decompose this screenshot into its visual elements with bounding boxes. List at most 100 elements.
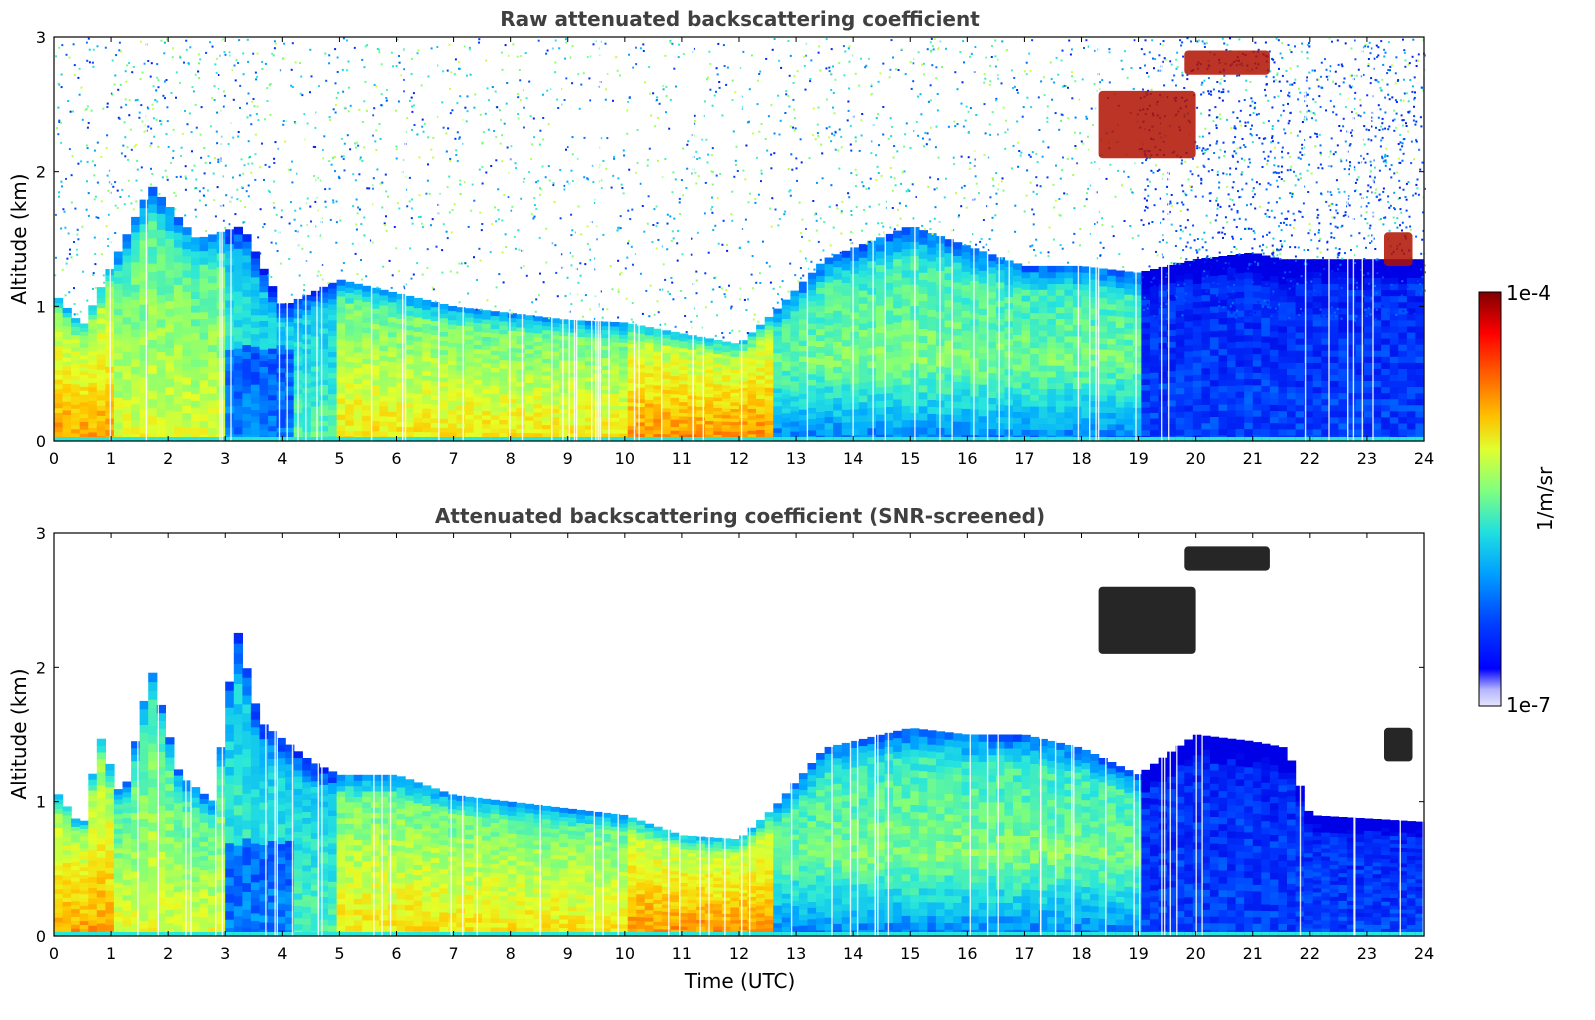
heatmap-cell [1304,374,1314,381]
heatmap-cell [405,363,415,369]
heatmap-cell [1141,299,1151,306]
heatmap-cell [893,328,903,337]
heatmap-cell [1021,330,1031,337]
heatmap-cell [1346,319,1357,327]
surface-band-cell [1321,437,1331,441]
heatmap-cell [1278,289,1288,297]
heatmap-cell [961,284,971,292]
heatmap-cell [148,220,158,230]
heatmap-cell [208,413,218,421]
panel-title: Raw attenuated backscattering coefficien… [500,7,980,31]
heatmap-cell [54,426,64,433]
heatmap-cell [1364,265,1374,272]
heatmap-cell [567,356,577,361]
heatmap-cell [422,431,432,437]
heatmap-cell [670,433,680,438]
heatmap-cell [113,377,124,385]
heatmap-cell [987,385,997,392]
heatmap-cell [1090,429,1100,436]
heatmap-cell [627,421,637,426]
heatmap-cell [619,405,629,410]
heatmap-cell [1209,355,1220,362]
heatmap-cell [1038,306,1048,314]
heatmap-cell [1261,292,1271,300]
heatmap-cell [1081,324,1091,331]
heatmap-cell [970,312,980,320]
heatmap-cell [927,330,937,338]
heatmap-cell [704,369,714,374]
heatmap-cell [1304,331,1314,339]
heatmap-cell [1304,283,1314,291]
heatmap-cell [858,296,869,304]
heatmap-cell [713,373,723,378]
heatmap-cell [696,434,706,439]
heatmap-cell [268,306,278,313]
heatmap-cell [122,372,132,380]
heatmap-cell [447,337,458,343]
heatmap-cell [1167,358,1177,366]
heatmap-cell [182,227,192,235]
heatmap-cell [1038,295,1048,302]
heatmap-cell [713,393,723,398]
heatmap-cell [1184,332,1194,340]
heatmap-cell [1381,362,1391,369]
heatmap-cell [696,343,706,348]
heatmap-cell [148,347,158,357]
heatmap-cell [62,343,72,349]
heatmap-cell [1244,353,1254,361]
surface-band-cell [191,437,201,441]
heatmap-cell [88,314,98,320]
heatmap-cell [370,395,380,401]
heatmap-cell [713,363,723,368]
heatmap-cell [550,318,560,323]
heatmap-cell [1013,364,1023,371]
heatmap-cell [122,330,132,339]
heatmap-cell [1269,269,1280,277]
heatmap-cell [1389,410,1399,418]
heatmap-cell [328,288,338,294]
heatmap-cell [1244,328,1254,336]
heatmap-cell [1389,350,1399,357]
heatmap-cell [1261,373,1271,380]
heatmap-cell [1355,416,1365,424]
heatmap-cell [824,282,834,289]
heatmap-cell [370,430,380,437]
heatmap-cell [302,329,312,335]
heatmap-cell [1295,344,1305,351]
heatmap-cell [858,250,869,258]
heatmap-cell [268,286,278,292]
heatmap-cell [1021,271,1031,279]
heatmap-cell [302,372,312,379]
heatmap-cell [1372,362,1382,369]
heatmap-cell [499,312,509,318]
heatmap-cell [636,398,646,404]
heatmap-cell [858,303,869,311]
heatmap-cell [944,313,954,321]
heatmap-cell [833,266,843,274]
heatmap-cell [602,397,612,402]
heatmap-cell [1278,301,1288,309]
heatmap-cell [1287,356,1297,363]
heatmap-cell [165,292,175,302]
heatmap-cell [1338,313,1348,321]
heatmap-cell [310,300,321,307]
heatmap-cell [704,345,714,350]
heatmap-cell [1406,301,1417,309]
heatmap-cell [884,358,894,366]
heatmap-cell [250,403,261,410]
heatmap-cell [370,359,380,365]
heatmap-cell [131,418,141,427]
heatmap-cell [353,320,363,327]
heatmap-cell [165,277,175,286]
heatmap-cell [858,276,869,285]
heatmap-cell [54,398,64,404]
heatmap-cell [285,316,295,322]
heatmap-cell [619,369,629,375]
heatmap-cell [216,266,226,275]
heatmap-cell [465,330,475,336]
heatmap-cell [858,427,869,436]
heatmap-cell [1167,376,1177,383]
heatmap-cell [1381,283,1391,291]
heatmap-cell [490,406,500,412]
heatmap-cell [1115,287,1125,294]
